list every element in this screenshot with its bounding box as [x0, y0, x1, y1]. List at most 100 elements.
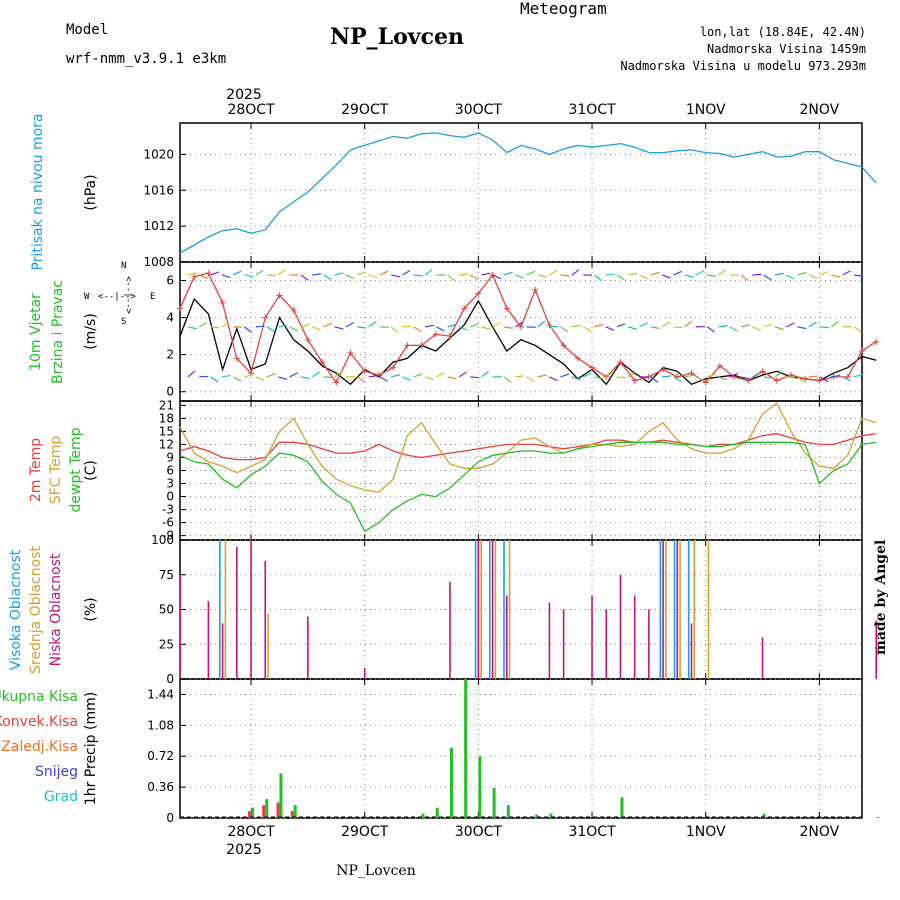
gust-marker	[532, 286, 539, 293]
pressure-ytick-label: 1016	[143, 183, 174, 197]
gust-marker	[219, 299, 226, 306]
wind-barb	[639, 322, 648, 328]
bottom-date-tick: 1NOV	[686, 824, 726, 840]
wind-barb	[548, 269, 558, 276]
wind-barb	[210, 326, 220, 329]
gust-marker	[361, 368, 368, 375]
wind-barb	[526, 270, 536, 276]
wind-barb	[278, 376, 288, 380]
wind-barb	[402, 376, 411, 381]
wind-title-2: Brzina i Pravac	[50, 280, 66, 384]
bottom-date-tick: 29OCT	[341, 824, 389, 840]
wind-barb	[797, 271, 807, 276]
wind-barb	[673, 376, 682, 383]
wind-barb	[311, 371, 321, 378]
wind-barb	[582, 326, 592, 332]
top-date-tick: 31OCT	[568, 102, 616, 118]
temperature-ytick-label: 12	[159, 437, 174, 451]
wind-barb	[627, 371, 636, 378]
gust-marker	[802, 375, 809, 382]
wind-barb	[356, 376, 366, 383]
wind-barb	[244, 274, 254, 278]
footer-station: NP_Lovcen	[336, 863, 415, 879]
wind-barb	[232, 270, 242, 276]
station-title: NP_Lovcen	[330, 24, 464, 50]
wind-barb	[706, 326, 715, 333]
top-date-tick: 29OCT	[341, 102, 389, 118]
temperature-ytick-label: 15	[159, 424, 174, 438]
legend-south: S	[121, 317, 126, 327]
wind-barb	[345, 321, 355, 328]
gust-marker	[631, 377, 638, 384]
wind-barb	[752, 273, 762, 276]
wind-barb	[661, 321, 670, 328]
gust-marker	[390, 364, 397, 371]
model-elevation-label: Nadmorska Visina u modelu 973.293m	[620, 59, 866, 73]
wind-barb	[481, 272, 491, 276]
wind-barb	[650, 326, 660, 330]
wind-barb	[797, 376, 806, 383]
precip-bar-precip_total	[251, 807, 255, 818]
wind-barb	[424, 269, 433, 276]
wind-barb	[469, 322, 479, 328]
wind-barb	[661, 274, 671, 279]
wind-barb	[311, 326, 321, 331]
bottom-year-label: 2025	[226, 842, 262, 858]
clouds-ytick-label: 0	[166, 672, 174, 686]
wind-barb	[300, 323, 310, 328]
wind-barb	[560, 274, 570, 277]
bottom-date-tick: 31OCT	[568, 824, 616, 840]
gust-marker	[489, 271, 496, 278]
top-date-tick: 30OCT	[455, 102, 503, 118]
wind-barb	[447, 274, 456, 281]
bottom-date-tick: 28OCT	[227, 824, 275, 840]
wind-barb	[605, 273, 615, 276]
wind-barb	[763, 323, 773, 328]
gust-marker	[475, 290, 482, 297]
wind-barb	[853, 326, 862, 333]
wind-barb	[785, 274, 795, 280]
wind-barb	[537, 374, 547, 378]
panel-grids: 10081012101610200246-9-6-303691215182102…	[143, 123, 862, 825]
precip-bar-precip_total	[506, 805, 510, 818]
wind-barb	[458, 326, 468, 331]
pressure-ytick-label: 1012	[143, 219, 174, 233]
gust-marker	[816, 377, 823, 384]
wind-ytick-label: 6	[166, 274, 174, 288]
wind-line-wind_black	[179, 297, 877, 386]
wind-barb	[718, 269, 727, 276]
wind-barb	[503, 326, 514, 329]
wind-barb	[413, 326, 422, 333]
gust-marker	[304, 336, 311, 343]
wind-barb	[763, 376, 773, 379]
precip-legend-1: Konvek.Kisa	[0, 714, 78, 730]
temperature-ytick-label: 21	[159, 398, 174, 412]
wind-barb	[221, 321, 230, 328]
wind-barb	[266, 373, 276, 378]
wind-barb	[774, 272, 784, 276]
gust-marker	[375, 372, 382, 379]
precip-legend-0: Ukupna Kisa	[0, 689, 78, 705]
wind-barb	[323, 376, 333, 379]
wind-barb	[515, 274, 525, 279]
wind-barb	[368, 274, 378, 279]
gust-marker	[461, 305, 468, 312]
wind-barb	[391, 274, 401, 278]
wind-barb	[808, 274, 818, 279]
precip-bar-precip_total	[279, 773, 283, 818]
gust-marker	[276, 292, 283, 299]
wind-barb	[819, 271, 829, 276]
chart-kind: Meteogram	[520, 0, 607, 18]
pressure-ytick-label: 1020	[143, 147, 174, 161]
gust-marker	[418, 342, 425, 349]
bottom-date-tick: 30OCT	[455, 824, 503, 840]
wind-barb	[695, 270, 705, 276]
wind-barb	[198, 321, 208, 328]
wind-barb	[605, 371, 614, 378]
legend-west: W	[84, 292, 90, 302]
wind-barb	[853, 373, 863, 378]
temperature-ytick-label: 3	[166, 477, 174, 491]
precip-bar-precip_conv	[248, 811, 252, 818]
gust-marker	[262, 314, 269, 321]
wind-barb	[255, 376, 265, 381]
